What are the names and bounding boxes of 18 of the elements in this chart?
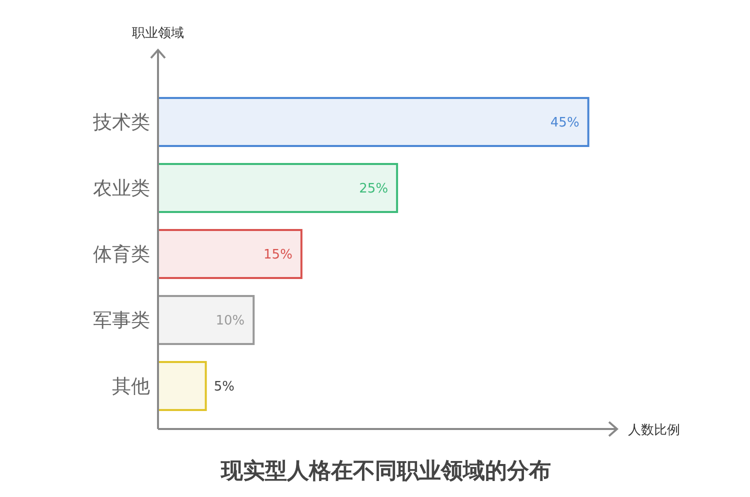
data-label: 5%: [214, 380, 234, 395]
y-tick-label: 军事类: [93, 310, 150, 332]
x-axis-title: 人数比例: [628, 423, 680, 438]
bar: [157, 228, 302, 280]
y-axis-title: 职业领域: [132, 26, 184, 41]
bar: [157, 162, 398, 213]
data-label: 45%: [550, 116, 580, 131]
y-tick-label: 体育类: [93, 244, 150, 266]
data-label: 10%: [216, 314, 245, 329]
y-tick-label: 农业类: [93, 178, 150, 200]
data-label: 15%: [264, 248, 292, 263]
y-tick-label: 其他: [112, 376, 150, 398]
bar: [157, 295, 255, 346]
bar: [157, 96, 590, 147]
data-label: 25%: [359, 182, 388, 197]
bar: [157, 361, 207, 412]
y-tick-label: 技术类: [92, 112, 150, 134]
text: 现实型人格在不同职业领域的分布: [220, 458, 551, 484]
